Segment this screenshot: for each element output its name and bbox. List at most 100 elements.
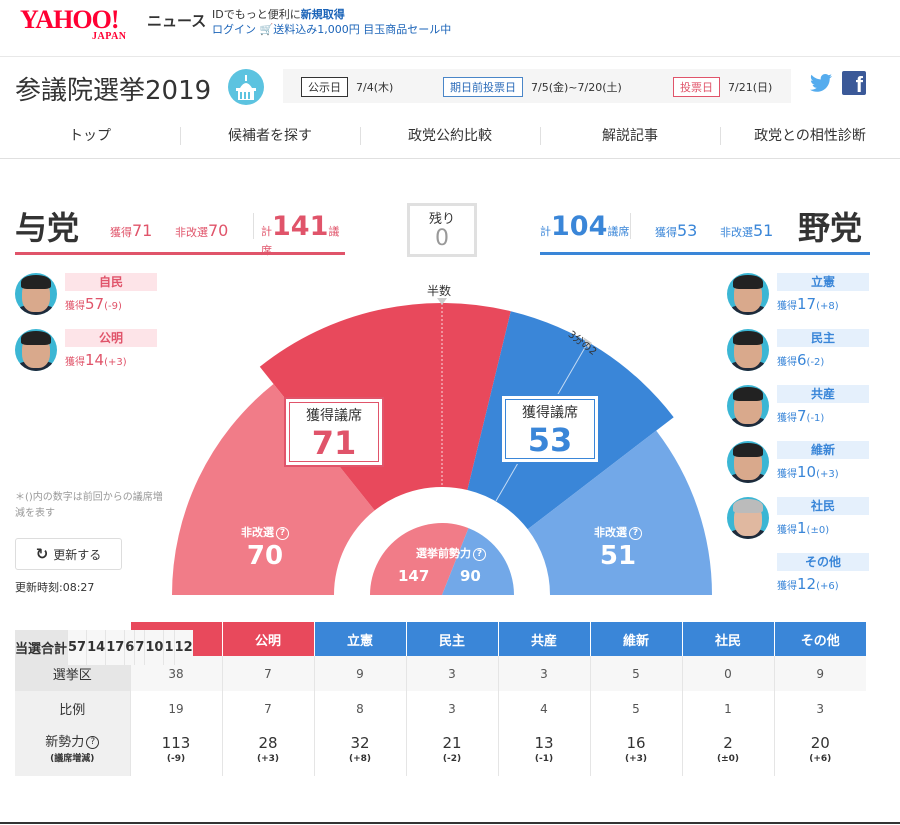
table-cell: 5: [589, 691, 682, 726]
table-cell: 21 (-2): [405, 726, 498, 776]
help-icon[interactable]: ?: [276, 526, 289, 540]
login-link[interactable]: ログイン: [212, 23, 256, 36]
seat-box-label: 獲得議席: [522, 405, 578, 421]
remaining-seats-box: 残り 0: [407, 203, 477, 257]
nav-find-candidates[interactable]: 候補者を探す: [180, 114, 360, 158]
date-value: 7/4(木): [356, 81, 394, 94]
table-cell: 3: [405, 656, 498, 691]
party-name: 公明: [65, 329, 157, 347]
table-cell: 2 (±0): [681, 726, 774, 776]
nav-articles[interactable]: 解説記事: [540, 114, 720, 158]
pre-election-strength: 選挙前勢力? 147 90: [380, 545, 510, 585]
date-tag: 期日前投票日: [443, 77, 523, 97]
logo-text: YAHOO!: [20, 5, 120, 34]
party-card-cdp[interactable]: 立憲 獲得17(+8): [727, 273, 877, 319]
promo-offer-link[interactable]: 送料込み1,000円 目玉商品セール中: [273, 23, 452, 36]
update-time: 更新時刻:08:27: [15, 581, 95, 594]
avatar: [727, 385, 769, 427]
help-icon[interactable]: ?: [86, 736, 100, 749]
table-cell: 3: [773, 691, 866, 726]
table-cell: 9: [313, 656, 406, 691]
twitter-icon[interactable]: [809, 71, 833, 95]
date-value: 7/21(日): [728, 81, 773, 94]
table-cell: 57: [67, 630, 87, 665]
avatar: [15, 273, 57, 315]
party-name: その他: [777, 553, 869, 571]
ruling-coalition-summary: 与党 獲得71 非改選70 計141議席: [15, 203, 345, 257]
page-title: 参議院選挙2019: [15, 76, 212, 106]
help-icon[interactable]: ?: [473, 547, 486, 561]
ruling-uncontested-stat: 非改選70: [175, 221, 229, 240]
facebook-icon[interactable]: f: [842, 71, 866, 95]
uncontested-value: 51: [599, 541, 637, 571]
party-card-others[interactable]: その他 獲得12(+6): [727, 553, 877, 599]
refresh-label: 更新する: [53, 547, 102, 562]
table-cell: 12: [173, 630, 193, 665]
opposition-summary: 計104議席 獲得53 非改選51 野党: [540, 203, 870, 255]
table-cell: 3: [497, 656, 590, 691]
table-cell: 0: [681, 656, 774, 691]
voting-date: 投票日 7/21(日): [673, 77, 772, 97]
nav-top[interactable]: トップ: [69, 128, 111, 144]
party-card-jcp[interactable]: 共産 獲得7(-1): [727, 385, 877, 431]
party-card-dpfp[interactable]: 民主 獲得6(-2): [727, 329, 877, 375]
column-header: 立憲: [313, 622, 406, 656]
party-won: 獲得6(-2): [777, 351, 825, 369]
table-cell: 113 (-9): [129, 726, 222, 776]
refresh-icon: ↻: [35, 545, 49, 563]
help-icon[interactable]: ?: [629, 526, 642, 540]
column-header: 公明: [221, 622, 314, 656]
party-won: 獲得10(+3): [777, 463, 839, 481]
opposition-uncontested-label: 非改選? 51: [568, 524, 668, 572]
half-marker-icon: [437, 298, 447, 305]
table-cell: 1: [681, 691, 774, 726]
uncontested-value: 70: [246, 541, 284, 571]
table-cell: 4: [497, 691, 590, 726]
party-won: 獲得7(-1): [777, 407, 825, 425]
row-header: 比例: [15, 691, 130, 726]
main-nav: トップ 候補者を探す 政党公約比較 解説記事 政党との相性診断: [0, 114, 900, 159]
bloc-name: 与党: [15, 209, 80, 247]
signup-link[interactable]: 新規取得: [300, 8, 345, 21]
table-cell: 28 (+3): [221, 726, 314, 776]
uncontested-label: 非改選: [241, 526, 274, 539]
party-name: 維新: [777, 441, 869, 459]
pre-election-label: 選挙前勢力: [416, 547, 471, 560]
table-cell: 16 (+3): [589, 726, 682, 776]
party-card-ishin[interactable]: 維新 獲得10(+3): [727, 441, 877, 487]
promo-links: IDでもっと便利に新規取得 ログイン 🛒送料込み1,000円 目玉商品セール中: [212, 7, 451, 37]
remaining-value: 0: [435, 226, 449, 251]
party-card-sdp[interactable]: 社民 獲得1(±0): [727, 497, 877, 543]
table-cell: 13 (-1): [497, 726, 590, 776]
site-header: YAHOO! JAPAN ニュース IDでもっと便利に新規取得 ログイン 🛒送料…: [0, 0, 900, 57]
party-card-ldp[interactable]: 自民 獲得57(-9): [15, 273, 165, 319]
party-card-komeito[interactable]: 公明 獲得14(+3): [15, 329, 165, 375]
date-tag: 投票日: [673, 77, 720, 97]
refresh-button[interactable]: ↻ 更新する: [15, 538, 122, 570]
ruling-won-stat: 獲得71: [110, 221, 153, 240]
news-section-label[interactable]: ニュース: [147, 12, 207, 30]
opposition-won-stat: 獲得53: [655, 221, 698, 240]
seat-box-value: 71: [311, 424, 357, 462]
opposition-won-seats-box: 獲得議席 53: [500, 394, 600, 464]
divider: [630, 213, 631, 239]
opposition-total-seats: 計104議席: [540, 211, 630, 242]
logo-subtext: JAPAN: [92, 31, 127, 42]
yahoo-japan-logo[interactable]: YAHOO! JAPAN: [20, 5, 146, 43]
table-cell: 14: [86, 630, 106, 665]
column-header: 共産: [497, 622, 590, 656]
nav-compatibility-quiz[interactable]: 政党との相性診断: [720, 114, 900, 158]
two-thirds-label: 3分の2: [565, 329, 599, 358]
diet-building-icon: [228, 69, 264, 105]
table-cell: 32 (+8): [313, 726, 406, 776]
party-won: 獲得57(-9): [65, 295, 122, 313]
table-cell: 3: [405, 691, 498, 726]
table-cell: 17: [105, 630, 125, 665]
ruling-won-seats-box: 獲得議席 71: [284, 397, 384, 467]
date-value: 7/5(金)~7/20(土): [531, 81, 622, 94]
nav-compare-pledges[interactable]: 政党公約比較: [360, 114, 540, 158]
avatar: [15, 329, 57, 371]
table-row-total: 当選合計 57 14 17 6 7 10 1 12: [15, 630, 193, 665]
party-name: 自民: [65, 273, 157, 291]
row-header: 新勢力? (議席増減): [15, 726, 130, 776]
